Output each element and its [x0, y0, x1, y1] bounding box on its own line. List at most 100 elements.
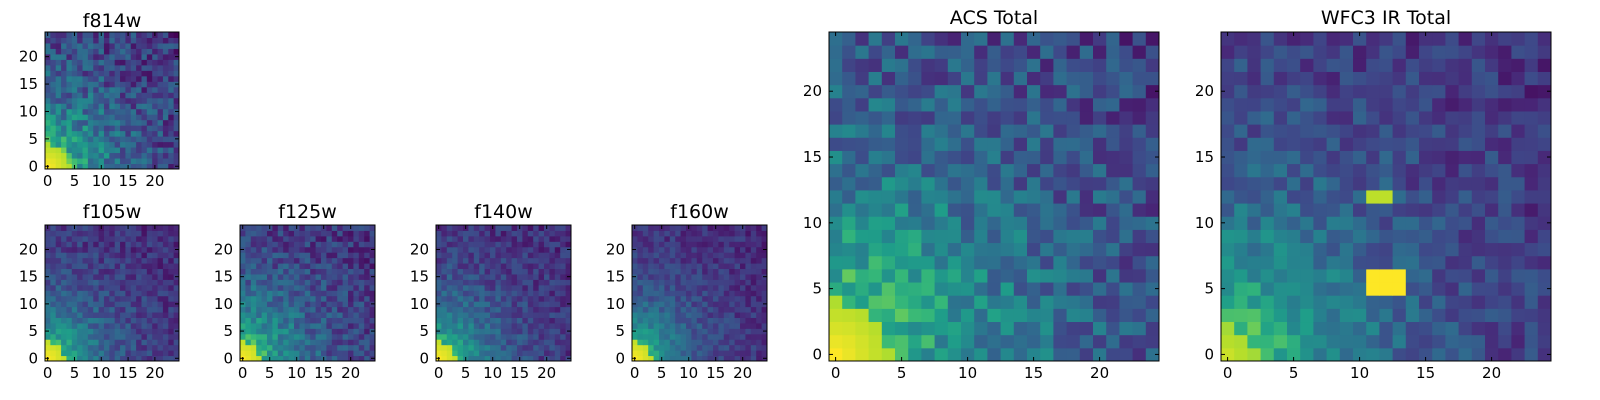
heatmap-cell [93, 53, 100, 60]
heatmap-cell [103, 103, 110, 110]
heatmap-cell [921, 163, 936, 178]
heatmap-cell [1260, 203, 1275, 217]
heatmap-cell [723, 273, 730, 280]
heatmap-cell [168, 257, 175, 264]
heatmap-cell [87, 235, 94, 242]
heatmap-cell [522, 328, 529, 335]
heatmap-cell [240, 279, 246, 286]
heatmap-cell [55, 344, 62, 351]
heatmap-cell [1247, 282, 1262, 296]
heatmap-cell [761, 339, 768, 346]
heatmap-cell [895, 295, 909, 309]
heatmap-cell [829, 176, 843, 191]
heatmap-cell [908, 150, 922, 165]
heatmap-cell [66, 246, 73, 253]
heatmap-cell [66, 163, 73, 170]
heatmap-cell [93, 312, 100, 318]
heatmap-cell [93, 81, 100, 88]
heatmap-cell [71, 136, 78, 143]
x-tick-label: 0 [630, 364, 640, 382]
heatmap-cell [1132, 203, 1147, 217]
heatmap-cell [120, 147, 126, 154]
heatmap-cell [653, 312, 660, 318]
heatmap-cell [669, 344, 676, 351]
heatmap-cell [729, 246, 736, 253]
heatmap-cell [829, 32, 843, 46]
heatmap-cell [761, 241, 768, 248]
heatmap-cell [168, 103, 175, 110]
heatmap-cell [718, 295, 725, 302]
x-tick-label: 10 [958, 364, 977, 382]
x-tick-label: 15 [510, 364, 529, 382]
heatmap-cell [331, 235, 338, 242]
heatmap-cell [642, 235, 649, 242]
heatmap-cell [750, 355, 757, 362]
heatmap-cell [468, 290, 475, 297]
heatmap-cell [304, 317, 311, 324]
heatmap-cell [500, 317, 507, 324]
heatmap-cell [310, 328, 317, 335]
heatmap-cell [642, 279, 649, 286]
heatmap-cell [632, 263, 638, 270]
heatmap-cell [653, 273, 660, 280]
heatmap-cell [277, 235, 284, 242]
heatmap-cell [734, 230, 741, 237]
heatmap-cell [479, 252, 486, 259]
heatmap-cell [549, 273, 556, 280]
heatmap-cell [114, 339, 121, 346]
heatmap-cell [1145, 242, 1160, 257]
heatmap-cell [162, 328, 169, 335]
heatmap-cell [511, 333, 518, 340]
heatmap-cell [1093, 97, 1107, 112]
heatmap-cell [130, 141, 137, 148]
heatmap-cell [141, 295, 148, 302]
heatmap-cell [506, 273, 513, 280]
heatmap-cell [642, 268, 649, 275]
heatmap-cell [659, 333, 665, 340]
heatmap-cell [632, 333, 638, 340]
heatmap-cell [98, 125, 105, 132]
heatmap-cell [1119, 308, 1134, 323]
heatmap-cell [61, 252, 67, 259]
heatmap-cell [522, 350, 529, 357]
heatmap-cell [1053, 150, 1068, 165]
heatmap-cell [250, 355, 257, 362]
heatmap-cell [294, 317, 300, 324]
heatmap-cell [66, 92, 73, 99]
heatmap-cell [522, 268, 529, 275]
heatmap-cell [881, 308, 896, 323]
heatmap-cell [750, 230, 757, 237]
heatmap-cell [50, 312, 57, 318]
heatmap-cell [554, 312, 561, 318]
heatmap-cell [895, 347, 909, 362]
heatmap-cell [61, 59, 67, 66]
heatmap-cell [315, 230, 322, 237]
heatmap-cell [120, 355, 126, 362]
heatmap-cell [61, 322, 67, 329]
heatmap-cell [267, 301, 273, 308]
heatmap-cell [162, 257, 169, 264]
heatmap-cell [680, 284, 687, 291]
heatmap-cell [761, 257, 768, 264]
heatmap-cell [1511, 295, 1526, 309]
y-tick-label: 0 [419, 349, 429, 367]
heatmap-cell [533, 317, 540, 324]
heatmap-cell [934, 58, 949, 72]
heatmap-cell [272, 333, 279, 340]
heatmap-cell [987, 255, 1002, 270]
heatmap-cell [294, 350, 300, 357]
heatmap-cell [1485, 71, 1499, 86]
heatmap-cell [66, 32, 73, 38]
heatmap-cell [987, 334, 1002, 349]
heatmap-cell [77, 252, 84, 259]
heatmap-cell [740, 350, 746, 357]
heatmap-cell [675, 339, 682, 346]
heatmap-cell [463, 252, 469, 259]
heatmap-cell [484, 339, 491, 346]
heatmap-cell [696, 350, 703, 357]
heatmap-cell [1379, 163, 1394, 178]
heatmap-cell [1419, 150, 1433, 165]
heatmap-cell [495, 257, 502, 264]
heatmap-cell [358, 230, 365, 237]
heatmap-cell [1013, 242, 1028, 257]
